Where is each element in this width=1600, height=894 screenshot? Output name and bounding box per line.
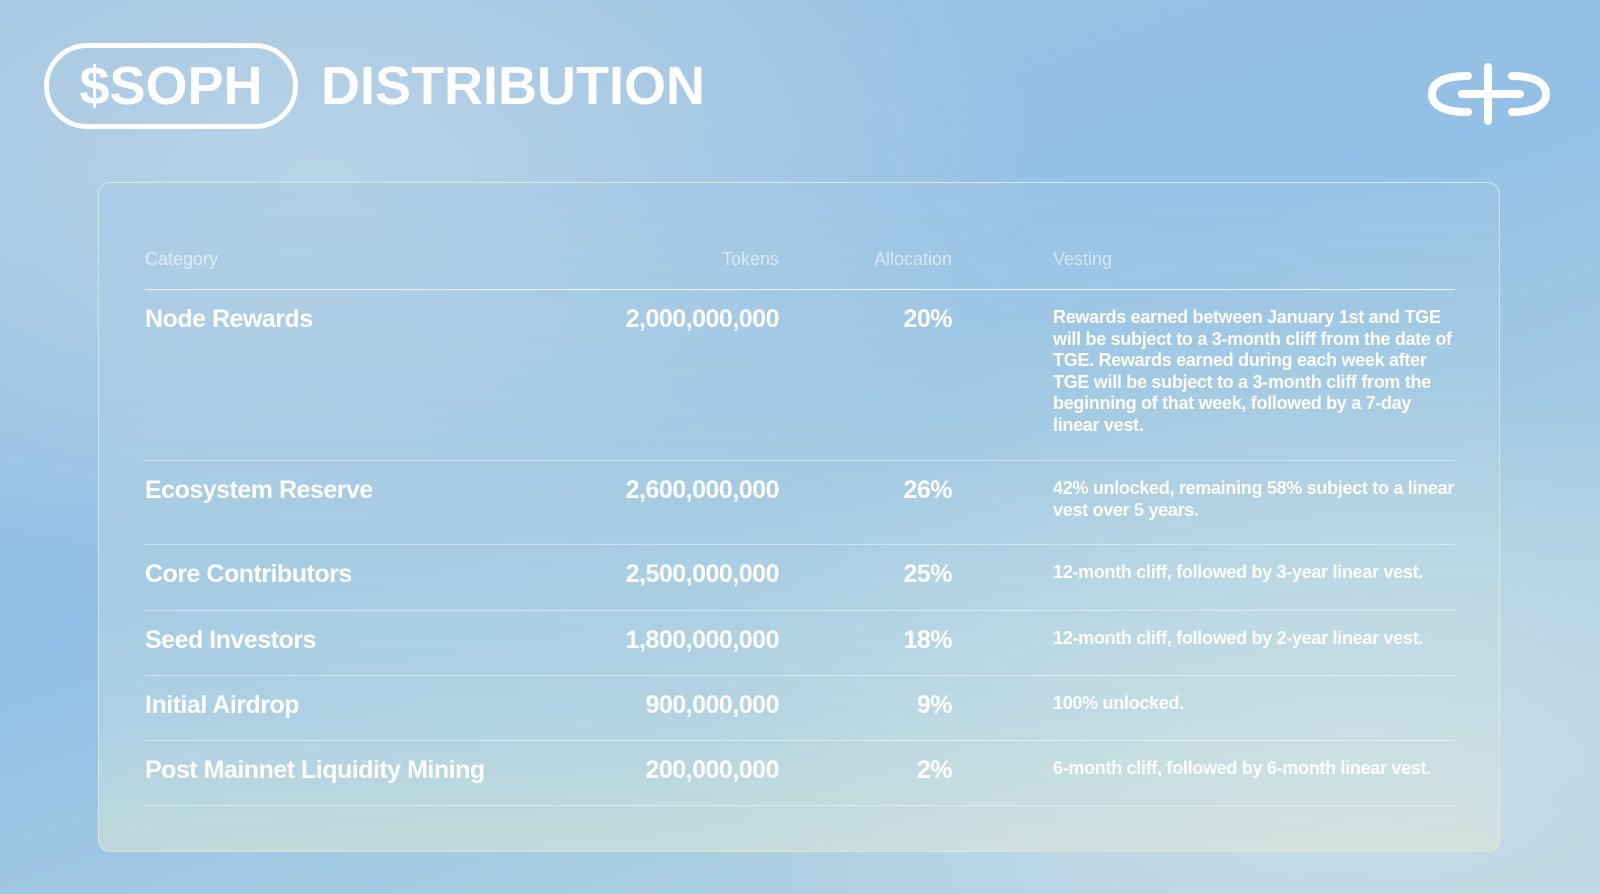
page-title: DISTRIBUTION (321, 56, 705, 116)
cell-tokens: 2,600,000,000 (625, 476, 780, 504)
cell-vesting: 100% unlocked. (1053, 693, 1184, 713)
cell-allocation: 2% (916, 756, 953, 784)
cell-tokens: 900,000,000 (645, 691, 779, 719)
cell-category: Post Mainnet Liquidity Mining (145, 756, 485, 784)
cell-tokens: 2,000,000,000 (625, 305, 780, 333)
cell-allocation: 20% (903, 305, 952, 333)
cell-category: Node Rewards (145, 305, 313, 333)
table-row: Node Rewards 2,000,000,000 20% Rewards earn… (145, 290, 1455, 461)
table-row: Seed Investors 1,800,000,000 18% 12-month c… (145, 611, 1455, 676)
col-allocation: Allocation (873, 249, 952, 269)
table-row: Core Contributors 2,500,000,000 25% 12-mont… (145, 545, 1455, 611)
cell-category: Initial Airdrop (145, 691, 300, 719)
cell-vesting: 12-month cliff, followed by 2-year linea… (1053, 628, 1424, 648)
token-ticker-badge: $SOPH (44, 43, 298, 129)
col-category: Category (145, 249, 219, 269)
table-row: Initial Airdrop 900,000,000 9% 100% unlocke… (145, 676, 1455, 741)
table-row: Ecosystem Reserve 2,600,000,000 26% 42% unl… (145, 461, 1455, 545)
cell-allocation: 9% (916, 691, 953, 719)
cell-category: Seed Investors (145, 626, 316, 654)
cell-category: Core Contributors (145, 560, 352, 588)
distribution-table: Category Tokens Allocation Vesting Node … (145, 245, 1455, 806)
cell-tokens: 1,800,000,000 (625, 626, 780, 654)
cell-category: Ecosystem Reserve (145, 476, 373, 504)
col-vesting: Vesting (1053, 249, 1113, 269)
cell-vesting: 12-month cliff, followed by 3-year linea… (1053, 562, 1424, 582)
distribution-panel (98, 182, 1500, 852)
cell-tokens: 2,500,000,000 (625, 560, 780, 588)
cell-vesting: 42% unlocked, remaining 58% subject to a… (1053, 478, 1455, 520)
cell-allocation: 25% (903, 560, 952, 588)
table-row: Post Mainnet Liquidity Mining 200,000,000… (145, 741, 1455, 806)
cell-vesting: Rewards earned between January 1st and T… (1053, 307, 1452, 435)
table-header: Category Tokens Allocation Vesting (145, 245, 1455, 290)
cell-tokens: 200,000,000 (645, 756, 779, 784)
cell-allocation: 18% (903, 626, 952, 654)
ticker-text: $SOPH (79, 56, 263, 116)
sophon-logo-icon (1428, 63, 1550, 125)
cell-allocation: 26% (903, 476, 952, 504)
cell-vesting: 6-month cliff, followed by 6-month linea… (1053, 758, 1431, 778)
col-tokens: Tokens (721, 249, 779, 269)
